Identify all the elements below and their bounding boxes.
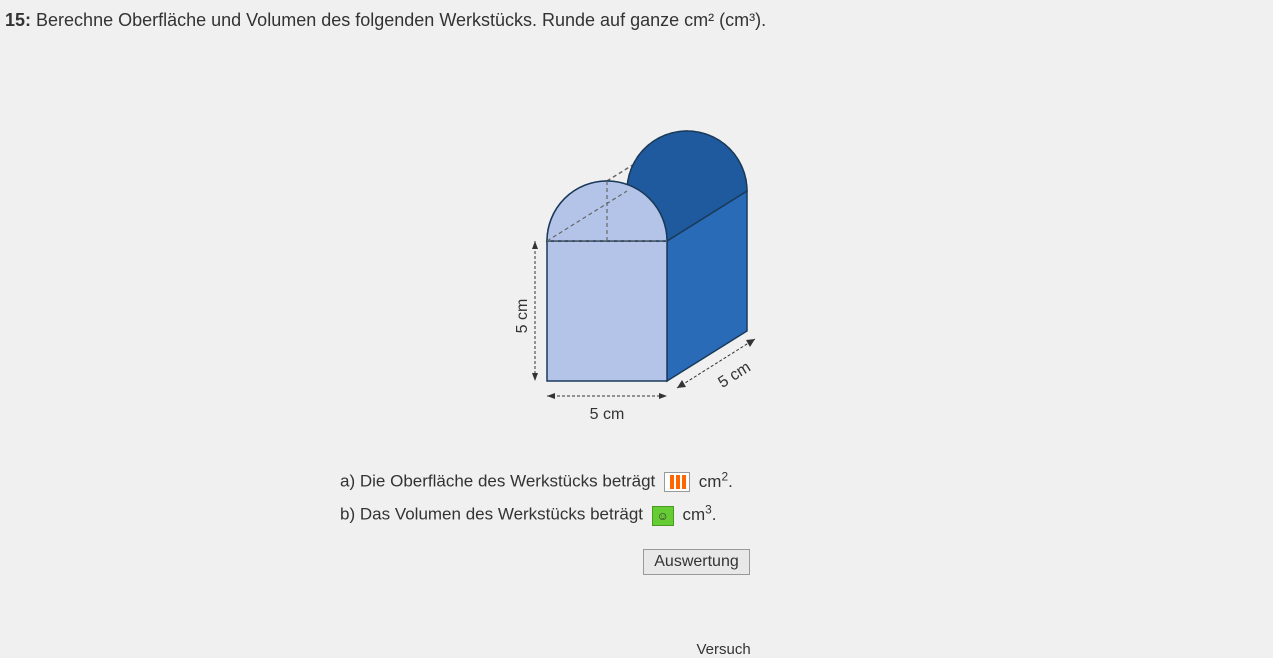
width-label: 5 cm <box>589 406 624 423</box>
b-text: Das Volumen des Werkstücks beträgt <box>360 505 643 524</box>
answer-a: a) Die Oberfläche des Werkstücks beträgt… <box>340 466 1273 497</box>
correct-indicator-icon: ☺ <box>652 500 674 531</box>
b-label: b) <box>340 505 355 524</box>
b-unit: cm3. <box>682 505 716 524</box>
button-row: Auswertung <box>0 549 1273 575</box>
task-header: 15: Berechne Oberfläche und Volumen des … <box>0 0 1273 41</box>
auswertung-button[interactable]: Auswertung <box>643 549 750 575</box>
answer-b: b) Das Volumen des Werkstücks beträgt ☺ … <box>340 499 1273 530</box>
task-text: Berechne Oberfläche und Volumen des folg… <box>36 10 766 30</box>
task-container: 15: Berechne Oberfläche und Volumen des … <box>0 0 1273 658</box>
partial-text: Versuch <box>697 641 751 658</box>
answers-block: a) Die Oberfläche des Werkstücks beträgt… <box>0 466 1273 531</box>
figure-container: 5 cm 5 cm 5 cm <box>0 51 1273 451</box>
a-unit: cm2. <box>699 472 733 491</box>
a-label: a) <box>340 472 355 491</box>
depth-label: 5 cm <box>715 359 753 392</box>
a-text: Die Oberfläche des Werkstücks beträgt <box>360 472 655 491</box>
height-label: 5 cm <box>514 299 531 334</box>
wrong-indicator-icon <box>664 467 690 498</box>
task-number: 15: <box>5 10 31 30</box>
workpiece-diagram: 5 cm 5 cm 5 cm <box>467 51 807 451</box>
